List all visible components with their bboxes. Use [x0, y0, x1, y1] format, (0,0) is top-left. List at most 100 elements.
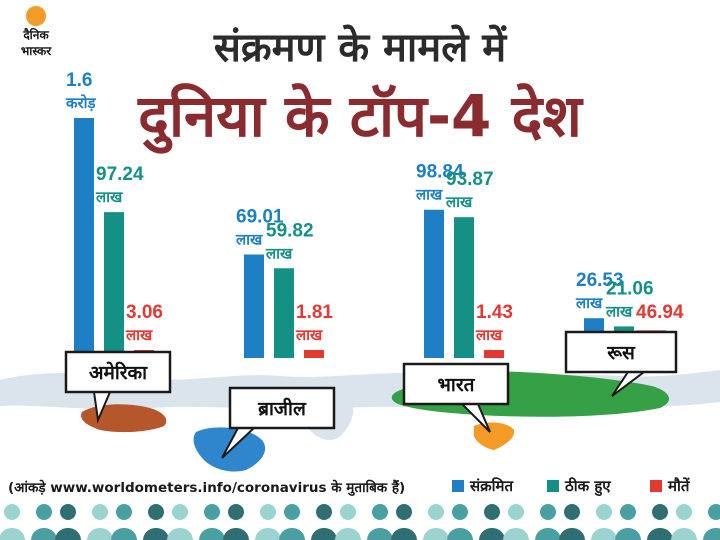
crowd-head: [172, 504, 188, 520]
crowd-head: [284, 504, 300, 520]
data-label-india-recovered: 93.87: [446, 169, 494, 190]
crowd-head: [316, 504, 332, 520]
bar-usa-recovered: [104, 212, 124, 358]
crowd-head: [708, 504, 720, 520]
crowd-body: [223, 528, 249, 540]
map-india-shape: [474, 422, 515, 450]
crowd-head: [508, 504, 524, 520]
bar-india-recovered: [454, 217, 474, 358]
data-unit-india-infected: लाख: [415, 186, 443, 204]
legend-item-deaths: मौतें: [650, 473, 689, 499]
data-unit-brazil-recovered: लाख: [265, 244, 293, 262]
data-label-usa-infected: 1.6: [66, 70, 92, 91]
bar-brazil-recovered: [274, 268, 294, 358]
crowd-body: [559, 528, 585, 540]
legend-swatch-infected: [452, 480, 464, 492]
logo-text-line2: भास्कर: [20, 44, 52, 58]
callout-box-usa: [64, 350, 172, 394]
crowd-body: [143, 528, 169, 540]
crowd-body: [647, 528, 673, 540]
title-line1: संक्रमण के मामले में: [213, 25, 507, 71]
crowd-body: [0, 528, 25, 540]
data-label-russia-deaths: 46.94: [636, 302, 684, 323]
crowd-body: [447, 528, 473, 540]
crowd-head: [564, 504, 580, 520]
crowd-head: [260, 504, 276, 520]
crowd-body: [479, 528, 505, 540]
crowd-head: [372, 504, 388, 520]
callout-box-russia: [564, 330, 678, 374]
data-unit-india-recovered: लाख: [445, 193, 473, 211]
data-label-usa-deaths: 3.06: [126, 302, 163, 323]
crowd-body: [671, 528, 697, 540]
legend-label-recovered: ठीक हुए: [565, 477, 611, 495]
crowd-body: [255, 528, 281, 540]
legend-item-infected: संक्रमित: [452, 473, 513, 499]
crowd-head: [620, 504, 636, 520]
bar-brazil-deaths: [304, 350, 324, 358]
crowd-head: [36, 504, 52, 520]
map-usa-shape: [81, 404, 167, 433]
crowd-body: [615, 528, 641, 540]
crowd-body: [391, 528, 417, 540]
crowd-body: [335, 528, 361, 540]
crowd-body: [423, 528, 449, 540]
data-unit-usa-deaths: लाख: [125, 326, 153, 344]
data-unit-usa-recovered: लाख: [95, 188, 123, 206]
crowd-body: [591, 528, 617, 540]
bar-india-deaths: [484, 350, 504, 358]
category-label-india: भारत: [438, 374, 476, 396]
legend-swatch-recovered: [547, 480, 559, 492]
crowd-head: [452, 504, 468, 520]
legend-item-recovered: ठीक हुए: [547, 473, 611, 499]
data-unit-usa-infected: करोड़: [65, 94, 97, 112]
crowd-head: [60, 504, 76, 520]
legend-swatch-deaths: [650, 480, 662, 492]
data-label-russia-recovered: 21.06: [606, 278, 654, 299]
crowd-head: [4, 504, 20, 520]
crowd-body: [367, 528, 393, 540]
source-note: (आंकड़े www.worldometers.info/coronaviru…: [8, 480, 406, 496]
crowd-head: [340, 504, 356, 520]
crowd-body: [279, 528, 305, 540]
dainik-bhaskar-logo: दैनिक भास्कर: [8, 6, 64, 66]
bar-india-infected: [424, 209, 444, 358]
crowd-head: [396, 504, 412, 520]
crowd-head: [428, 504, 444, 520]
crowd-body: [111, 528, 137, 540]
crowd-head: [540, 504, 556, 520]
crowd-body: [167, 528, 193, 540]
data-label-russia-infected: 26.53: [576, 270, 624, 291]
category-label-brazil: ब्राजील: [257, 397, 307, 420]
data-unit-russia-infected: लाख: [575, 294, 603, 312]
crowd-head: [676, 504, 692, 520]
logo-sun-icon: [26, 6, 46, 26]
data-label-usa-recovered: 97.24: [96, 164, 144, 185]
data-label-brazil-deaths: 1.81: [296, 302, 333, 323]
crowd-head: [204, 504, 220, 520]
crowd-body: [87, 528, 113, 540]
data-label-india-deaths: 1.43: [476, 302, 513, 323]
logo-text-line1: दैनिक: [23, 28, 49, 42]
category-label-usa: अमेरिका: [89, 361, 148, 384]
category-label-russia: रूस: [606, 342, 636, 364]
data-unit-brazil-infected: लाख: [235, 230, 263, 248]
legend-label-infected: संक्रमित: [470, 477, 514, 495]
crowd-body: [503, 528, 529, 540]
callout-box-india: [402, 362, 510, 406]
crowd-head: [116, 504, 132, 520]
crowd-body: [703, 528, 720, 540]
crowd-head: [228, 504, 244, 520]
crowd-head: [92, 504, 108, 520]
title-line2: दुनिया के टॉप-4 देश: [138, 82, 582, 150]
data-unit-russia-recovered: लाख: [605, 302, 633, 320]
crowd-head: [596, 504, 612, 520]
data-label-india-infected: 98.84: [416, 162, 464, 183]
legend-label-deaths: मौतें: [668, 477, 690, 495]
bar-usa-infected: [74, 118, 94, 358]
data-unit-india-deaths: लाख: [475, 326, 503, 344]
crowd-head: [148, 504, 164, 520]
data-label-brazil-infected: 69.01: [236, 206, 284, 227]
